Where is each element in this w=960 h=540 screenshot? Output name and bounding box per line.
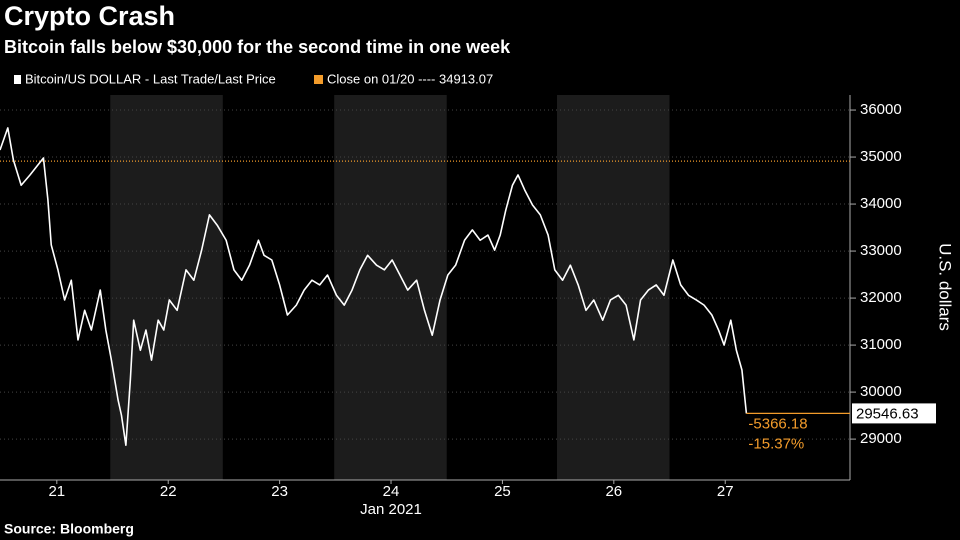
legend-swatch [14, 75, 21, 84]
legend-label: Bitcoin/US DOLLAR - Last Trade/Last Pric… [25, 71, 276, 86]
x-tick-label: 26 [605, 483, 622, 500]
chart-subtitle: Bitcoin falls below $30,000 for the seco… [4, 37, 511, 57]
y-tick-label: 31000 [860, 336, 902, 353]
y-tick-label: 36000 [860, 101, 902, 118]
y-tick-label: 33000 [860, 242, 902, 259]
y-tick-label: 34000 [860, 195, 902, 212]
last-value-label: 29546.63 [856, 405, 919, 422]
x-tick-label: 21 [48, 483, 65, 500]
x-axis-label: Jan 2021 [360, 501, 422, 518]
y-tick-label: 29000 [860, 430, 902, 447]
source: Source: Bloomberg [4, 521, 134, 537]
y-tick-label: 35000 [860, 148, 902, 165]
x-tick-label: 27 [717, 483, 734, 500]
shaded-band [557, 95, 670, 480]
x-tick-label: 24 [383, 483, 400, 500]
x-tick-label: 22 [160, 483, 177, 500]
shaded-band [110, 95, 223, 480]
annotation: -15.37% [748, 435, 804, 452]
x-tick-label: 25 [494, 483, 511, 500]
annotation: -5366.18 [748, 415, 807, 432]
shaded-band [334, 95, 447, 480]
legend-swatch [314, 75, 323, 84]
chart-title: Crypto Crash [4, 1, 175, 31]
legend-label: Close on 01/20 ---- 34913.07 [327, 71, 493, 86]
y-tick-label: 32000 [860, 289, 902, 306]
last-value-box [852, 403, 936, 424]
price-line [0, 127, 748, 447]
x-tick-label: 23 [271, 483, 288, 500]
y-tick-label: 30000 [860, 383, 902, 400]
y-axis-label: U.S. dollars [936, 243, 955, 331]
